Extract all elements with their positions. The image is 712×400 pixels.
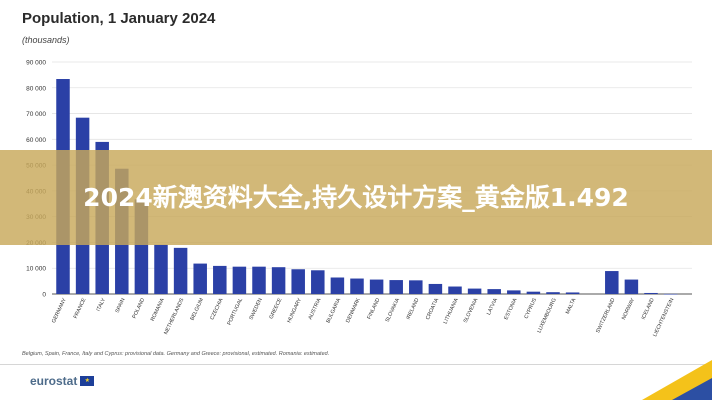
y-tick-label: 0 xyxy=(42,292,46,299)
x-tick-label: LITHUANIA xyxy=(443,297,460,325)
x-tick-label: FINLAND xyxy=(366,297,381,320)
x-tick-label: SWITZERLAND xyxy=(595,297,617,334)
bar xyxy=(271,267,286,294)
corner-decoration xyxy=(642,360,712,400)
bar xyxy=(173,247,188,294)
bar xyxy=(369,279,384,294)
x-tick-label: BULGARIA xyxy=(325,297,342,324)
x-tick-label: FRANCE xyxy=(73,297,88,320)
x-tick-label: SWEDEN xyxy=(249,297,264,321)
x-tick-label: SPAIN xyxy=(115,297,127,314)
bar xyxy=(350,278,364,294)
bar xyxy=(213,265,227,294)
bar xyxy=(311,270,325,294)
x-tick-label: AUSTRIA xyxy=(307,297,322,321)
x-tick-label: CROATIA xyxy=(425,297,440,321)
x-tick-label: MALTA xyxy=(565,297,578,315)
chart-subtitle: (thousands) xyxy=(22,35,70,45)
x-tick-label: LIECHTENSTEIN xyxy=(652,297,675,338)
bar xyxy=(154,244,168,294)
x-tick-label: SLOVENIA xyxy=(463,297,480,324)
bar xyxy=(291,269,305,294)
bar xyxy=(605,271,619,294)
banner-text: 2024新澳资料大全,持久设计方案_黄金版1.492 xyxy=(83,182,629,212)
bar xyxy=(330,277,345,294)
bar xyxy=(409,280,423,294)
bar xyxy=(487,289,501,294)
footer-divider xyxy=(0,364,712,365)
x-tick-label: ROMANIA xyxy=(150,297,166,322)
x-tick-label: POLAND xyxy=(132,297,147,319)
x-tick-label: DENMARK xyxy=(345,297,362,324)
x-tick-label: ESTONIA xyxy=(503,297,518,321)
y-tick-label: 90 000 xyxy=(26,60,46,67)
chart-title: Population, 1 January 2024 xyxy=(22,10,216,27)
bar xyxy=(232,266,247,294)
chart-footnote: Belgium, Spain, France, Italy and Cyprus… xyxy=(22,351,330,357)
bar xyxy=(663,293,678,295)
x-tick-label: GREECE xyxy=(269,297,284,320)
x-tick-label: ITALY xyxy=(96,297,108,313)
overlay-banner: 2024新澳资料大全,持久设计方案_黄金版1.492 xyxy=(0,150,712,245)
x-tick-label: IRELAND xyxy=(405,297,420,321)
bar xyxy=(389,280,403,294)
y-tick-label: 80 000 xyxy=(26,85,46,92)
x-tick-label: HUNGARY xyxy=(286,297,303,324)
x-tick-label: CZECHIA xyxy=(209,297,224,321)
bar xyxy=(507,290,521,294)
bar xyxy=(526,291,541,294)
x-tick-label: NETHERLANDS xyxy=(163,297,185,336)
logo-text: eurostat xyxy=(30,374,78,388)
y-tick-label: 70 000 xyxy=(26,111,46,118)
y-tick-label: 10 000 xyxy=(26,266,46,273)
x-tick-label: LATVIA xyxy=(486,297,499,316)
x-tick-label: SLOVAKIA xyxy=(385,297,402,323)
y-tick-label: 60 000 xyxy=(26,137,46,144)
bar xyxy=(448,286,462,294)
bar xyxy=(644,292,658,294)
x-tick-label: LUXEMBOURG xyxy=(536,297,557,334)
bar xyxy=(252,266,266,294)
x-tick-label: NORWAY xyxy=(621,297,636,321)
x-tick-label: ICELAND xyxy=(641,297,656,321)
x-tick-label: GERMANY xyxy=(51,297,68,324)
x-tick-label: CYPRUS xyxy=(523,297,538,320)
bar xyxy=(467,288,482,294)
bar xyxy=(428,283,443,294)
x-tick-label: BELGIUM xyxy=(189,297,205,321)
bar xyxy=(624,279,639,294)
bar xyxy=(193,263,207,294)
bar xyxy=(546,292,560,294)
bar xyxy=(565,292,580,294)
x-tick-label: PORTUGAL xyxy=(226,297,244,326)
eu-flag-icon: ★ xyxy=(80,376,95,386)
eurostat-logo: eurostat ★ xyxy=(30,374,95,388)
